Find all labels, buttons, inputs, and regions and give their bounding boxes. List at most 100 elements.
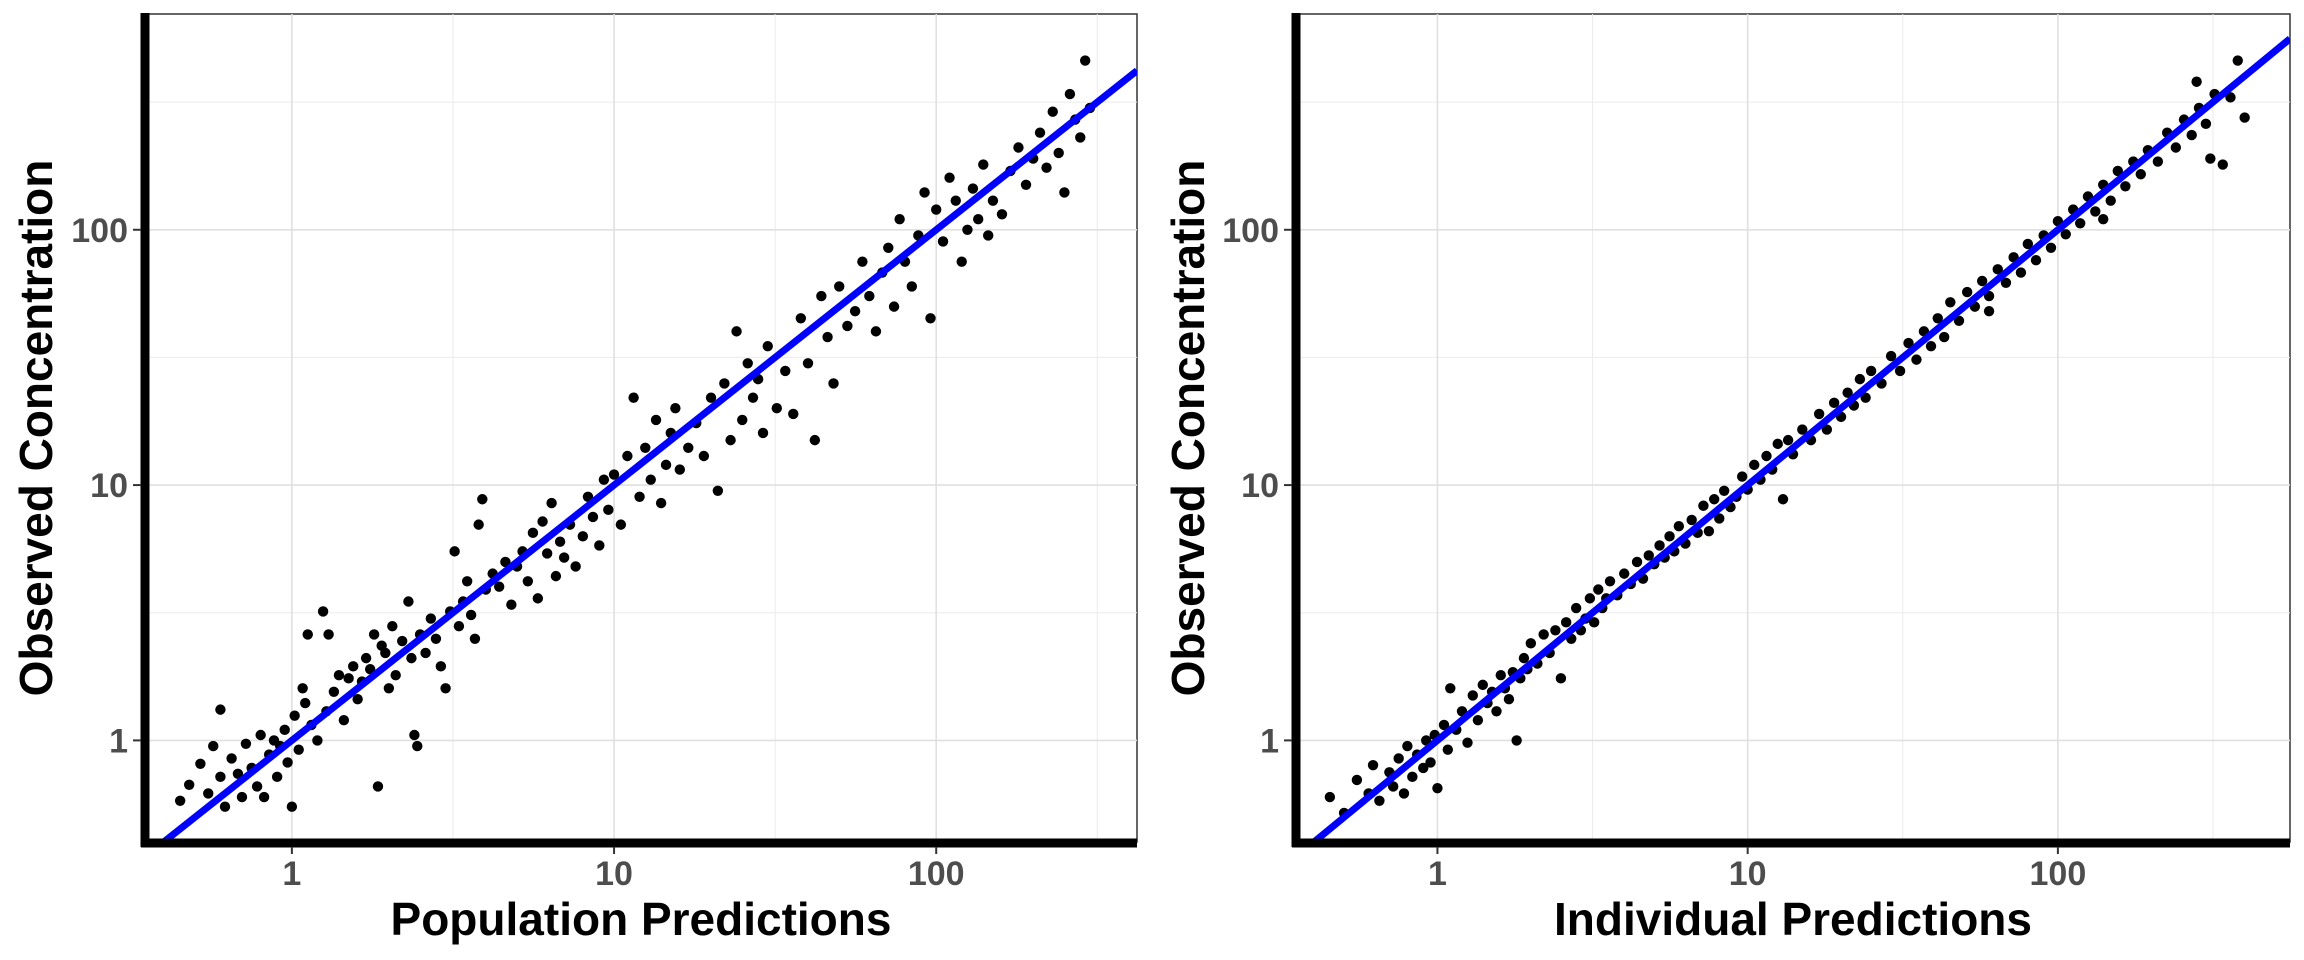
data-point — [537, 516, 548, 527]
gridlines — [145, 14, 1137, 842]
data-point — [1643, 550, 1654, 561]
data-point — [2105, 195, 2116, 206]
data-point — [842, 320, 853, 332]
data-point — [1013, 142, 1024, 153]
data-point — [1374, 795, 1385, 807]
data-point — [1462, 737, 1473, 748]
data-point — [1664, 531, 1675, 542]
data-point — [1761, 450, 1772, 462]
data-point — [1432, 782, 1443, 794]
data-point — [1079, 55, 1091, 66]
data-point — [809, 434, 821, 446]
x-axis-title: Individual Predictions — [1554, 893, 2032, 945]
data-point — [1570, 602, 1582, 614]
data-point — [925, 313, 936, 324]
data-point — [967, 183, 979, 194]
data-point — [338, 714, 350, 726]
data-point — [780, 365, 791, 377]
data-point — [1351, 774, 1363, 786]
scatter-points — [174, 55, 1096, 812]
identity-line — [158, 67, 1137, 842]
data-point — [546, 497, 557, 509]
data-point — [788, 408, 799, 420]
data-point — [435, 661, 447, 672]
data-point — [2152, 156, 2164, 167]
data-point — [1813, 408, 1825, 420]
data-point — [849, 305, 861, 317]
data-point — [731, 326, 742, 337]
data-point — [795, 313, 807, 324]
data-point — [1842, 387, 1853, 398]
data-point — [705, 392, 717, 403]
y-axis-title: Observed Concentration — [10, 160, 62, 697]
data-point — [558, 552, 570, 563]
data-point — [1472, 714, 1484, 726]
data-point — [368, 629, 380, 640]
data-point — [1911, 354, 1922, 365]
data-point — [742, 358, 753, 369]
data-point — [1953, 315, 1965, 326]
data-point — [2030, 254, 2042, 266]
data-point — [282, 757, 293, 768]
data-point — [594, 540, 605, 551]
data-point — [380, 647, 391, 659]
data-point — [1894, 365, 1906, 377]
data-point — [828, 378, 839, 389]
data-point — [1367, 759, 1379, 771]
data-point — [425, 613, 437, 624]
data-point — [2060, 229, 2071, 240]
data-point — [2074, 218, 2086, 229]
data-point — [174, 795, 186, 807]
data-point — [1983, 290, 1995, 302]
data-point — [598, 474, 610, 485]
data-point — [822, 331, 833, 343]
data-point — [725, 434, 736, 446]
data-point — [297, 683, 308, 694]
data-point — [603, 504, 614, 516]
data-point — [1708, 494, 1720, 505]
data-point — [477, 494, 488, 505]
data-point — [1495, 670, 1506, 681]
data-point — [1047, 106, 1058, 117]
data-point — [387, 621, 398, 632]
data-point — [655, 497, 667, 509]
data-point — [1772, 438, 1783, 450]
data-point — [240, 738, 252, 749]
data-point — [1518, 652, 1530, 664]
data-point — [1477, 679, 1488, 691]
data-point — [719, 378, 730, 389]
data-point — [1854, 373, 1866, 385]
data-point — [1961, 286, 1973, 298]
data-point — [1821, 424, 1833, 435]
data-point — [1538, 629, 1549, 640]
data-point — [1797, 424, 1808, 435]
y-tick-label: 100 — [1222, 212, 1279, 250]
data-point — [541, 548, 553, 559]
data-point — [333, 670, 345, 681]
data-point — [2015, 267, 2027, 278]
data-point — [587, 511, 599, 523]
data-point — [1425, 757, 1436, 768]
data-point — [251, 781, 263, 792]
data-point — [1525, 638, 1537, 649]
data-point — [1983, 305, 1995, 317]
data-point — [1041, 162, 1052, 173]
data-point — [2232, 55, 2243, 66]
data-point — [2045, 242, 2057, 253]
data-point — [1324, 791, 1336, 803]
data-point — [258, 791, 270, 803]
data-point — [300, 697, 311, 709]
data-point — [406, 652, 417, 664]
data-point — [1467, 690, 1478, 701]
data-point — [1604, 576, 1616, 587]
data-point — [420, 647, 431, 659]
data-point — [1059, 187, 1070, 198]
data-point — [1945, 297, 1956, 308]
data-point — [215, 771, 226, 783]
data-point — [870, 326, 882, 337]
data-point — [737, 414, 748, 426]
data-point — [1860, 392, 1871, 403]
data-point — [1749, 459, 1760, 471]
data-point — [1828, 397, 1840, 409]
